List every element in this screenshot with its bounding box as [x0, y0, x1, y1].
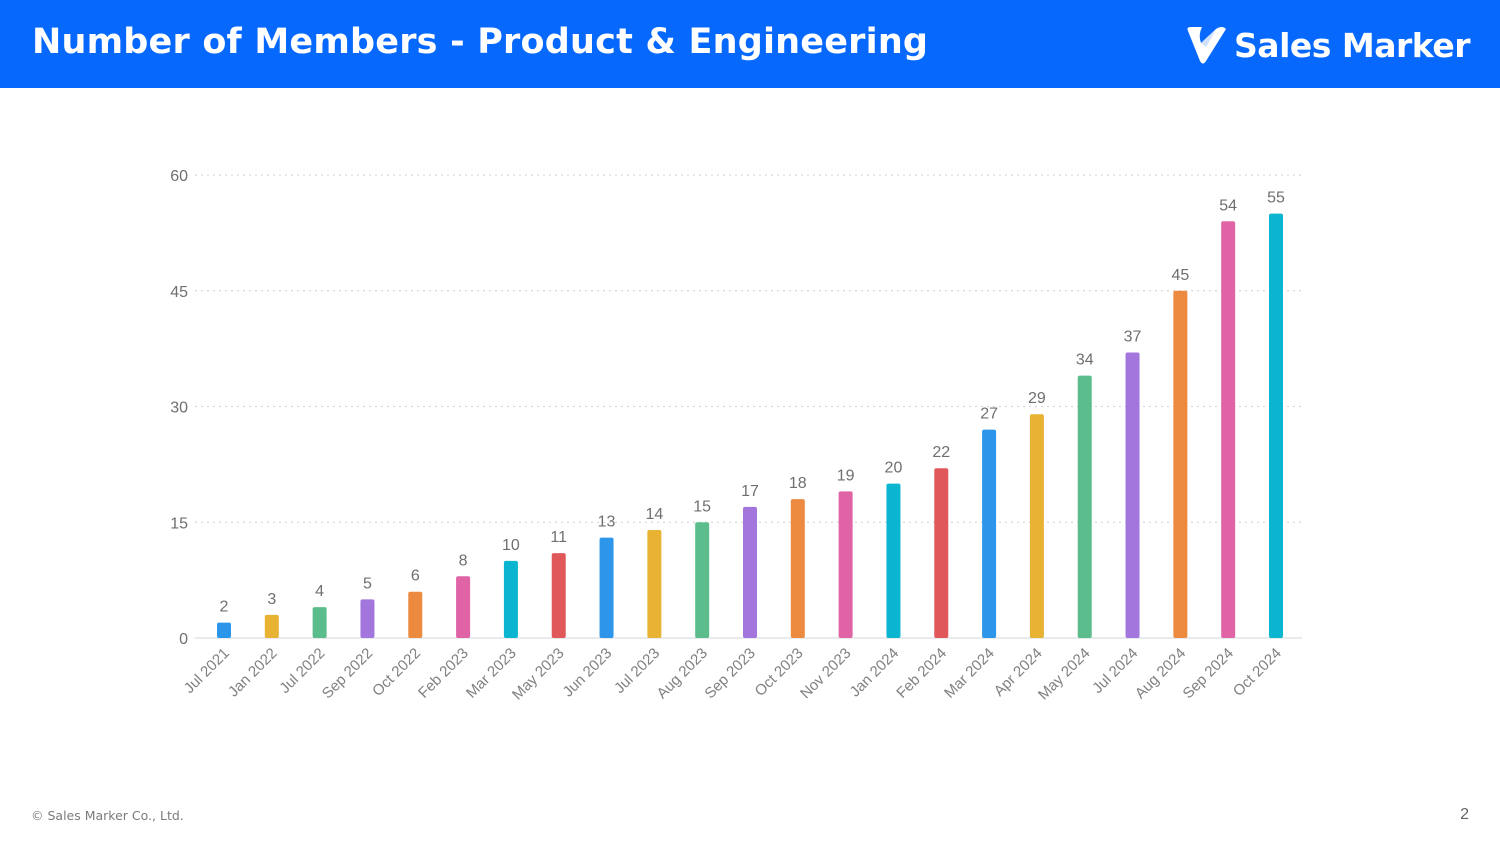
bars — [217, 213, 1283, 639]
bar — [934, 468, 949, 638]
bar — [312, 607, 327, 638]
x-tick-label: Mar 2024 — [941, 645, 998, 702]
brand-logo: Sales Marker — [1182, 22, 1470, 68]
bar-chart: 0 15 30 45 60 2 3 4 5 6 8 10 11 13 14 15 17 18 19 20 22 27 29… — [0, 88, 1500, 788]
bar — [1221, 221, 1236, 639]
x-tick-label: Jun 2023 — [560, 645, 616, 701]
data-label: 11 — [550, 529, 567, 546]
x-tick-label: Sep 2023 — [701, 645, 758, 702]
x-tick-label: Feb 2023 — [415, 645, 472, 702]
data-label: 22 — [932, 444, 950, 461]
x-tick-label: Jan 2024 — [847, 645, 903, 701]
data-label: 34 — [1076, 352, 1094, 369]
bar — [264, 614, 279, 638]
x-tick-label: May 2024 — [1035, 645, 1094, 704]
y-tick-label: 30 — [170, 400, 188, 417]
x-tick-label: Nov 2023 — [797, 645, 854, 702]
x-tick-label: Sep 2022 — [319, 645, 376, 702]
data-label: 27 — [980, 406, 998, 423]
data-label: 6 — [411, 568, 420, 585]
data-label: 29 — [1028, 390, 1046, 407]
y-tick-label: 0 — [179, 631, 188, 648]
data-label: 13 — [598, 514, 616, 531]
page-number: 2 — [1460, 806, 1469, 823]
x-tick-label: Sep 2024 — [1180, 645, 1237, 702]
data-label: 18 — [789, 475, 807, 492]
data-label: 54 — [1219, 197, 1237, 214]
bar — [695, 522, 710, 638]
bar — [503, 560, 518, 638]
x-tick-label: Oct 2024 — [1230, 645, 1285, 700]
bar — [886, 483, 901, 638]
data-label: 2 — [220, 599, 229, 616]
data-label: 14 — [645, 506, 663, 523]
page-title: Number of Members - Product & Engineerin… — [32, 22, 929, 62]
bar — [1125, 352, 1140, 638]
bar — [456, 576, 471, 638]
copyright-text: © Sales Marker Co., Ltd. — [31, 808, 184, 823]
x-tick-label: Feb 2024 — [893, 645, 950, 702]
x-tick-label: Jan 2022 — [225, 645, 281, 701]
bar — [599, 537, 614, 638]
data-label: 20 — [885, 460, 903, 477]
bar — [647, 529, 662, 638]
bar — [1077, 375, 1092, 638]
bar — [360, 599, 375, 638]
data-label: 5 — [363, 575, 372, 592]
bar — [217, 622, 231, 638]
data-label: 4 — [315, 583, 324, 600]
y-tick-label: 15 — [170, 515, 188, 532]
x-tick-label: Aug 2024 — [1132, 645, 1189, 702]
data-label: 3 — [267, 591, 276, 608]
bar — [790, 499, 805, 638]
y-tick-label: 60 — [170, 168, 188, 185]
bar — [1173, 290, 1188, 638]
bar — [743, 506, 757, 638]
bar — [1029, 414, 1044, 638]
data-label: 37 — [1124, 328, 1142, 345]
x-tick-label: Aug 2023 — [654, 645, 711, 702]
data-label: 17 — [741, 483, 759, 500]
bar — [408, 591, 423, 638]
data-label: 55 — [1267, 190, 1285, 207]
x-tick-label: May 2023 — [509, 645, 568, 704]
bar — [1269, 213, 1283, 638]
bar — [982, 429, 997, 638]
bar — [551, 553, 566, 638]
header-bar: Number of Members - Product & Engineerin… — [0, 0, 1500, 88]
data-label: 8 — [459, 552, 468, 569]
data-label: 45 — [1171, 267, 1189, 284]
data-label: 15 — [693, 498, 711, 515]
y-tick-label: 45 — [170, 284, 188, 301]
logo-text: Sales Marker — [1234, 25, 1470, 65]
data-label: 10 — [502, 537, 520, 554]
data-label: 19 — [837, 467, 855, 484]
y-axis-ticks: 0 15 30 45 60 — [170, 168, 188, 648]
check-pin-icon — [1187, 27, 1227, 64]
bar — [838, 491, 853, 638]
